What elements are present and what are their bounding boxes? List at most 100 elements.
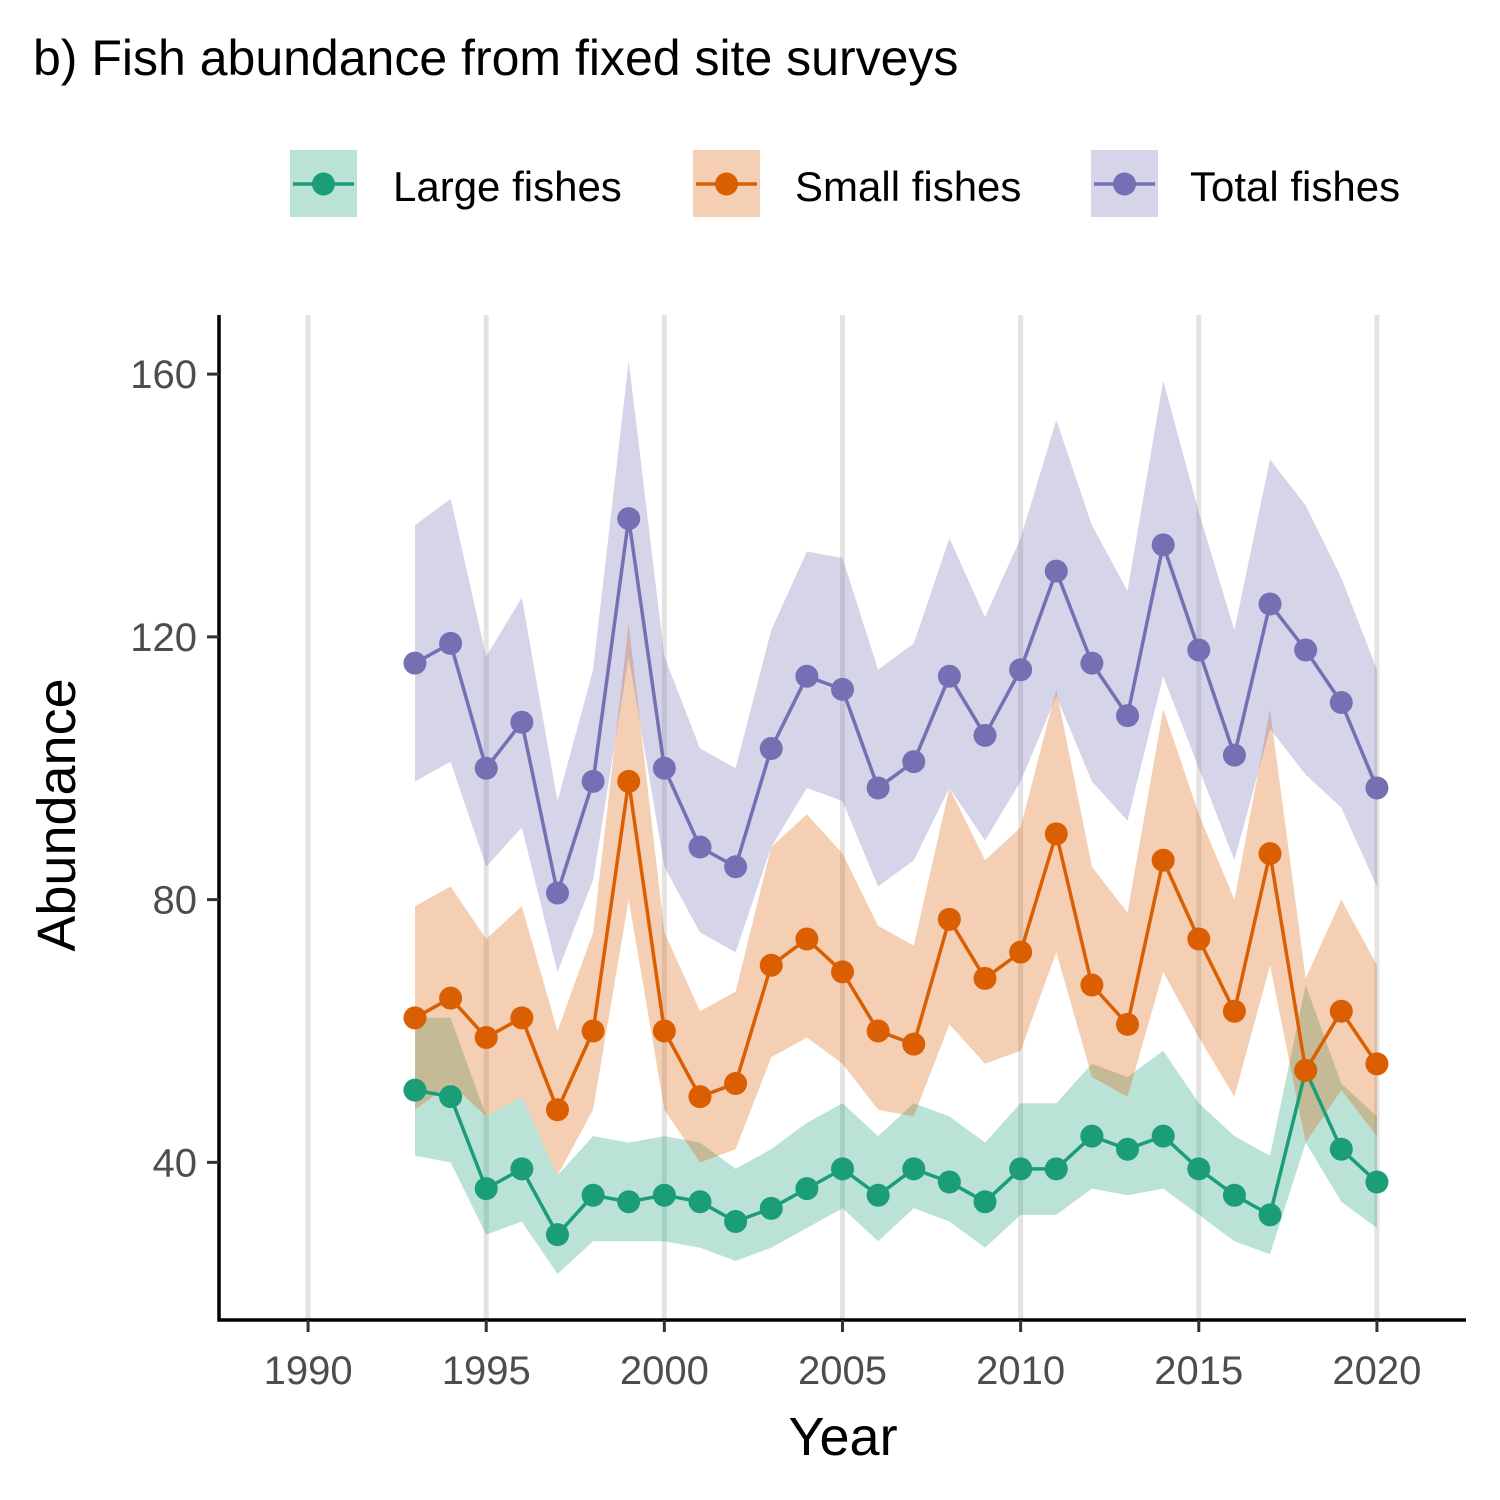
point-large-fishes-1999 bbox=[617, 1190, 641, 1214]
point-small-fishes-2005 bbox=[831, 960, 854, 984]
legend-item-large-fishes: Large fishes bbox=[290, 150, 622, 217]
x-tick-label-2020: 2020 bbox=[1332, 1349, 1421, 1393]
point-total-fishes-2020 bbox=[1365, 776, 1389, 800]
point-small-fishes-1994 bbox=[439, 986, 463, 1010]
point-large-fishes-2008 bbox=[937, 1170, 961, 1194]
point-small-fishes-2012 bbox=[1080, 973, 1104, 997]
y-axis-title: Abundance bbox=[27, 678, 87, 951]
legend-marker-large-fishes bbox=[312, 172, 335, 196]
grid-lines bbox=[305, 315, 1380, 1320]
point-large-fishes-1993 bbox=[403, 1078, 427, 1102]
line-small-fishes bbox=[414, 781, 1379, 1115]
point-large-fishes-2015 bbox=[1187, 1157, 1211, 1181]
point-total-fishes-2019 bbox=[1329, 691, 1353, 715]
legend-marker-small-fishes bbox=[715, 172, 738, 196]
point-large-fishes-2019 bbox=[1329, 1137, 1353, 1161]
point-total-fishes-2016 bbox=[1222, 743, 1246, 767]
point-small-fishes-2001 bbox=[688, 1085, 712, 1109]
point-small-fishes-2000 bbox=[652, 1019, 676, 1043]
point-total-fishes-2010 bbox=[1009, 658, 1033, 682]
point-large-fishes-2001 bbox=[688, 1190, 712, 1214]
point-small-fishes-2011 bbox=[1044, 822, 1068, 846]
point-large-fishes-2011 bbox=[1044, 1157, 1068, 1181]
point-large-fishes-1997 bbox=[545, 1223, 569, 1247]
point-total-fishes-1993 bbox=[403, 651, 427, 675]
point-total-fishes-1997 bbox=[545, 881, 569, 905]
point-large-fishes-2020 bbox=[1365, 1170, 1389, 1194]
point-small-fishes-1999 bbox=[617, 769, 641, 793]
point-small-fishes-1996 bbox=[510, 1006, 534, 1030]
point-total-fishes-2003 bbox=[759, 737, 783, 761]
point-large-fishes-1998 bbox=[581, 1183, 605, 1207]
point-small-fishes-2002 bbox=[724, 1072, 748, 1096]
point-total-fishes-1995 bbox=[474, 756, 498, 780]
band-total-fishes bbox=[415, 361, 1377, 972]
point-total-fishes-2009 bbox=[973, 723, 997, 747]
x-axis-title: Year bbox=[788, 1407, 897, 1467]
point-small-fishes-2010 bbox=[1009, 940, 1033, 964]
legend-item-total-fishes: Total fishes bbox=[1091, 150, 1400, 217]
series-points bbox=[403, 507, 1389, 1247]
legend-label-total-fishes: Total fishes bbox=[1190, 163, 1400, 210]
point-total-fishes-2007 bbox=[902, 750, 926, 774]
point-total-fishes-2017 bbox=[1258, 592, 1282, 616]
x-tick-label-2015: 2015 bbox=[1154, 1349, 1243, 1393]
point-total-fishes-2004 bbox=[795, 664, 819, 688]
y-tick-label-120: 120 bbox=[130, 616, 197, 660]
point-small-fishes-2009 bbox=[973, 966, 997, 990]
y-tick-label-160: 160 bbox=[130, 353, 197, 397]
point-total-fishes-2000 bbox=[652, 756, 676, 780]
legend: Large fishes Small fishes Total fishes bbox=[290, 150, 1400, 217]
line-large-fishes bbox=[414, 1065, 1379, 1238]
point-small-fishes-2019 bbox=[1329, 999, 1353, 1023]
point-total-fishes-2011 bbox=[1044, 559, 1068, 583]
point-total-fishes-2006 bbox=[866, 776, 890, 800]
series-lines bbox=[414, 518, 1379, 1238]
x-tick-label-2005: 2005 bbox=[798, 1349, 887, 1393]
legend-marker-total-fishes bbox=[1113, 172, 1136, 196]
point-large-fishes-2003 bbox=[759, 1196, 783, 1220]
point-large-fishes-2004 bbox=[795, 1177, 819, 1201]
point-large-fishes-2016 bbox=[1222, 1183, 1246, 1207]
x-tick-label-2000: 2000 bbox=[620, 1349, 709, 1393]
point-large-fishes-2017 bbox=[1258, 1203, 1282, 1227]
point-total-fishes-2001 bbox=[688, 835, 712, 859]
x-tick-label-2010: 2010 bbox=[976, 1349, 1065, 1393]
legend-label-small-fishes: Small fishes bbox=[795, 163, 1021, 210]
point-total-fishes-2002 bbox=[724, 855, 748, 879]
point-total-fishes-1999 bbox=[617, 507, 641, 531]
point-large-fishes-1995 bbox=[474, 1177, 498, 1201]
point-large-fishes-2010 bbox=[1009, 1157, 1033, 1181]
point-small-fishes-2008 bbox=[937, 907, 961, 931]
chart-title: b) Fish abundance from fixed site survey… bbox=[33, 30, 958, 86]
point-small-fishes-1993 bbox=[403, 1006, 427, 1030]
point-small-fishes-2013 bbox=[1116, 1012, 1140, 1036]
point-total-fishes-2005 bbox=[831, 677, 854, 701]
point-large-fishes-1996 bbox=[510, 1157, 534, 1181]
point-small-fishes-2004 bbox=[795, 927, 819, 951]
point-small-fishes-2018 bbox=[1294, 1058, 1318, 1082]
point-small-fishes-2015 bbox=[1187, 927, 1211, 951]
point-total-fishes-2015 bbox=[1187, 638, 1211, 662]
point-small-fishes-1998 bbox=[581, 1019, 605, 1043]
point-large-fishes-2014 bbox=[1151, 1124, 1175, 1148]
y-tick-label-80: 80 bbox=[153, 879, 198, 923]
point-large-fishes-2002 bbox=[724, 1209, 748, 1233]
point-total-fishes-1994 bbox=[439, 631, 463, 655]
point-small-fishes-2003 bbox=[759, 953, 783, 977]
x-tick-label-1995: 1995 bbox=[442, 1349, 531, 1393]
axes bbox=[207, 315, 1466, 1332]
x-tick-label-1990: 1990 bbox=[264, 1349, 353, 1393]
point-large-fishes-2007 bbox=[902, 1157, 926, 1181]
legend-label-large-fishes: Large fishes bbox=[393, 163, 622, 210]
point-small-fishes-2020 bbox=[1365, 1052, 1389, 1076]
point-total-fishes-2013 bbox=[1116, 704, 1140, 728]
point-large-fishes-2009 bbox=[973, 1190, 997, 1214]
point-total-fishes-2012 bbox=[1080, 651, 1104, 675]
confidence-bands bbox=[415, 361, 1377, 1274]
line-total-fishes bbox=[414, 518, 1379, 900]
point-small-fishes-2016 bbox=[1222, 999, 1246, 1023]
point-small-fishes-1997 bbox=[545, 1098, 569, 1122]
point-large-fishes-2013 bbox=[1116, 1137, 1140, 1161]
